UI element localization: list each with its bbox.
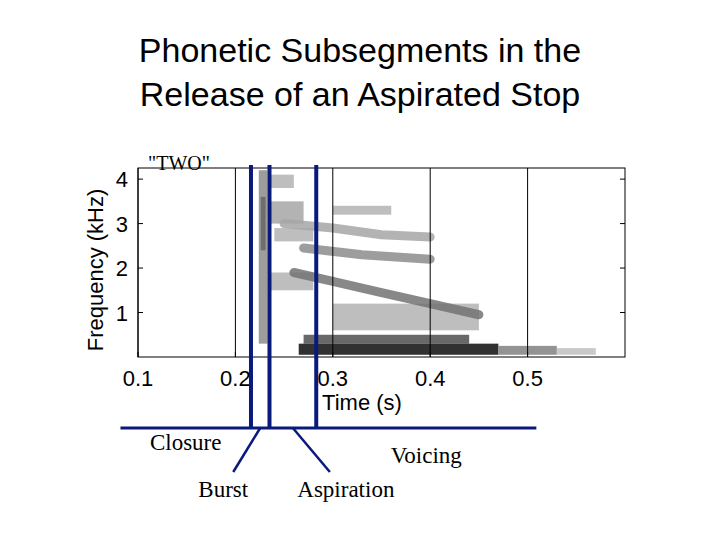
- segment-label: Aspiration: [297, 477, 395, 502]
- x-tick-label: 0.2: [220, 366, 251, 391]
- x-tick-label: 0.5: [512, 366, 543, 391]
- y-tick-label: 1: [116, 301, 128, 326]
- x-tick: [138, 352, 139, 357]
- formant-track: [284, 224, 430, 237]
- boundary: [267, 165, 271, 428]
- x-axis-label: Time (s): [322, 390, 402, 415]
- pointer: [293, 428, 330, 472]
- grid-line: [332, 168, 333, 357]
- annotations: Closure Burst Aspiration Voicing: [120, 165, 536, 502]
- energy-cell: [269, 175, 293, 188]
- y-tick-label: 3: [116, 212, 128, 237]
- title: Phonetic Subsegments in the: [139, 31, 581, 69]
- pointer: [233, 428, 260, 472]
- y-axis-label: Frequency (kHz): [83, 189, 108, 352]
- title: Release of an Aspirated Stop: [140, 75, 580, 113]
- energy-cell: [259, 170, 268, 343]
- x-tick: [527, 352, 528, 357]
- y-tick-label: 2: [116, 256, 128, 281]
- y-tick: [138, 312, 143, 313]
- x-tick: [332, 352, 333, 357]
- y-tick: [138, 223, 143, 224]
- word-label: "TWO": [148, 152, 210, 174]
- plot-frame: [138, 168, 625, 357]
- energy-cell: [557, 348, 596, 355]
- energy-cell: [261, 197, 266, 250]
- x-tick: [430, 352, 431, 357]
- x-tick-label: 0.4: [415, 366, 446, 391]
- energy-cell: [333, 206, 391, 215]
- grid-line: [430, 168, 431, 357]
- segment-label: Burst: [198, 477, 248, 502]
- energy-cell: [304, 335, 470, 344]
- spectrogram: [259, 170, 596, 355]
- segment-label: Voicing: [391, 443, 463, 468]
- formant-track: [304, 248, 431, 259]
- y-tick: [138, 179, 143, 180]
- y-tick-label: 4: [116, 167, 128, 192]
- boundary: [314, 165, 318, 428]
- segment-label: Closure: [150, 430, 222, 455]
- y-tick: [138, 268, 143, 269]
- grid-line: [235, 168, 236, 357]
- y-tick: [620, 223, 625, 224]
- grid-line: [527, 168, 528, 357]
- y-tick: [620, 179, 625, 180]
- formant-track: [294, 273, 479, 315]
- energy-cell: [299, 344, 499, 355]
- slide: Phonetic Subsegments in the Release of an…: [0, 0, 720, 540]
- y-tick: [620, 268, 625, 269]
- boundary: [249, 165, 253, 428]
- plot-background: [138, 168, 625, 357]
- x-tick-label: 0.1: [123, 366, 154, 391]
- x-tick: [235, 352, 236, 357]
- y-tick: [620, 312, 625, 313]
- x-tick-label: 0.3: [318, 366, 349, 391]
